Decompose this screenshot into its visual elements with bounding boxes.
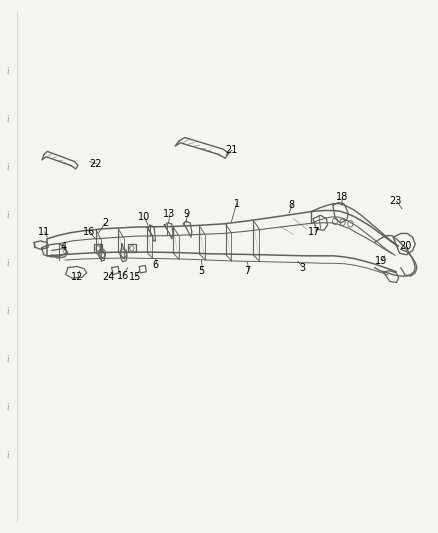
Text: 16: 16: [83, 227, 95, 237]
Text: 15: 15: [129, 272, 141, 282]
Text: i: i: [7, 356, 9, 364]
Text: 17: 17: [308, 227, 321, 237]
Text: i: i: [7, 164, 9, 172]
Text: i: i: [7, 68, 9, 76]
Text: i: i: [7, 116, 9, 124]
Text: i: i: [7, 260, 9, 268]
Text: 16: 16: [117, 271, 129, 280]
Text: 13: 13: [162, 209, 175, 219]
Text: i: i: [7, 212, 9, 220]
Text: 4: 4: [60, 243, 67, 252]
Text: 12: 12: [71, 272, 83, 282]
Text: 20: 20: [399, 241, 411, 251]
Text: i: i: [7, 451, 9, 460]
Text: 24: 24: [102, 272, 115, 281]
Text: 7: 7: [244, 266, 251, 276]
Text: 6: 6: [152, 260, 159, 270]
Text: 8: 8: [288, 200, 294, 209]
Text: 19: 19: [375, 256, 387, 266]
Text: 5: 5: [198, 266, 205, 276]
Text: 18: 18: [336, 192, 348, 202]
Text: 1: 1: [233, 199, 240, 208]
Text: i: i: [7, 308, 9, 316]
Text: 3: 3: [299, 263, 305, 272]
Text: 11: 11: [38, 227, 50, 237]
Text: 9: 9: [184, 209, 190, 219]
Text: 22: 22: [89, 159, 102, 168]
Text: 10: 10: [138, 213, 150, 222]
Text: i: i: [7, 403, 9, 412]
Text: 21: 21: [225, 146, 237, 155]
Text: 23: 23: [389, 196, 401, 206]
Text: 2: 2: [102, 219, 108, 228]
